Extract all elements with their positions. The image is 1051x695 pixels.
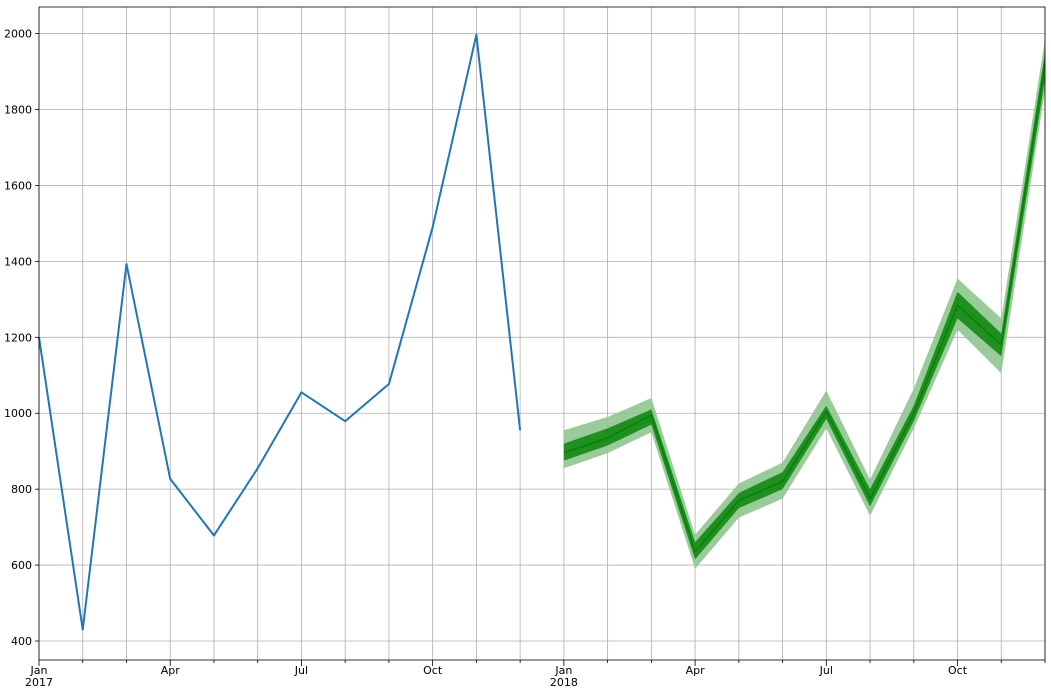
x-tick-label: Jul — [819, 664, 833, 677]
x-tick-year-label: 2018 — [550, 676, 578, 689]
x-tick-year-label: 2017 — [25, 676, 53, 689]
y-tick-label: 1000 — [4, 407, 32, 420]
y-tick-label: 800 — [11, 483, 32, 496]
confidence-bands — [563, 39, 1045, 569]
y-tick-label: 2000 — [4, 28, 32, 41]
forecast-series-line — [563, 63, 1046, 553]
x-tick-label: Oct — [948, 664, 968, 677]
x-tick-label: Apr — [686, 664, 706, 677]
observed-series-line — [38, 33, 522, 631]
y-tick-label: 1600 — [4, 179, 32, 192]
x-tick-label: Jan — [30, 664, 48, 677]
axis-ticks: 400600800100012001400160018002000Jan2017… — [4, 28, 1046, 689]
series-lines — [38, 33, 1046, 631]
x-tick-label: Jan — [554, 664, 572, 677]
y-tick-label: 1800 — [4, 104, 32, 117]
plot-area-frame — [38, 6, 1046, 661]
grid — [38, 7, 1046, 660]
y-tick-label: 1200 — [4, 331, 32, 344]
y-tick-label: 600 — [11, 559, 32, 572]
x-tick-label: Oct — [423, 664, 443, 677]
y-tick-label: 400 — [11, 635, 32, 648]
y-tick-label: 1400 — [4, 255, 32, 268]
x-tick-label: Apr — [161, 664, 181, 677]
outer-confidence-band — [563, 39, 1045, 569]
x-tick-label: Jul — [294, 664, 308, 677]
